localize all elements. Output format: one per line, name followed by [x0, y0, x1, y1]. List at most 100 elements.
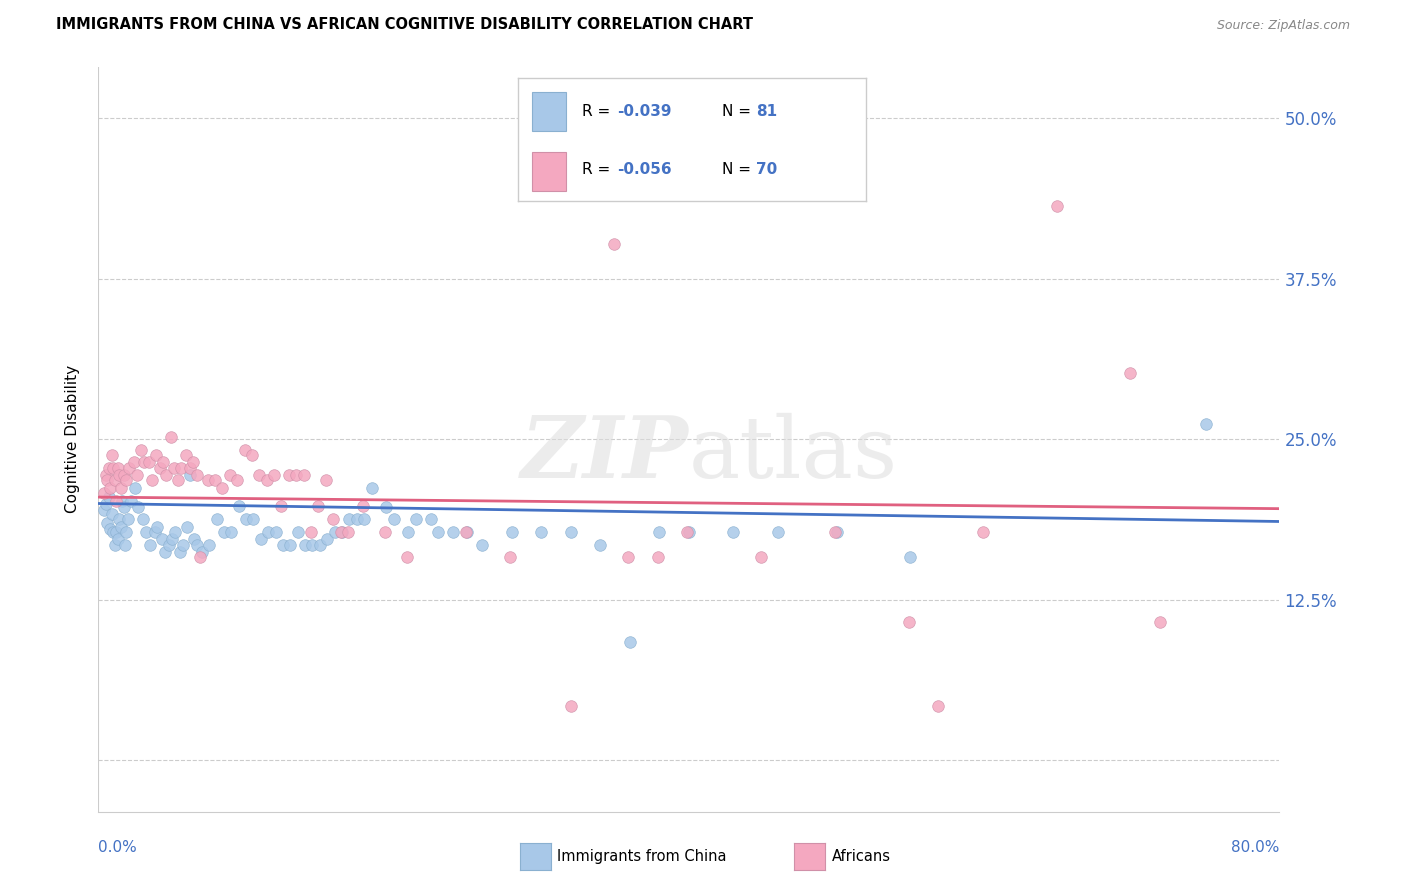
Point: [211, 481, 233, 495]
Point: [132, 512, 155, 526]
Point: [316, 533, 339, 547]
Text: 80.0%: 80.0%: [1232, 840, 1279, 855]
Point: [382, 512, 405, 526]
Point: [114, 538, 136, 552]
Point: [118, 460, 141, 475]
Point: [257, 524, 280, 539]
Point: [159, 430, 181, 444]
Point: [108, 512, 131, 526]
Point: [271, 538, 294, 552]
Point: [457, 524, 479, 539]
Point: [560, 524, 582, 539]
Point: [181, 455, 204, 469]
Point: [117, 512, 139, 526]
Point: [96, 474, 118, 488]
Point: [280, 538, 302, 552]
Point: [301, 538, 323, 552]
Point: [927, 699, 949, 714]
Point: [226, 474, 249, 488]
Point: [212, 524, 235, 539]
Point: [375, 500, 398, 515]
Point: [152, 455, 174, 469]
Point: [98, 522, 121, 536]
Point: [353, 512, 375, 526]
Point: [235, 512, 257, 526]
Point: [110, 519, 132, 533]
Point: [825, 524, 848, 539]
Point: [141, 474, 163, 488]
Point: [294, 538, 316, 552]
Point: [107, 533, 129, 547]
Point: [186, 468, 208, 483]
Text: atlas: atlas: [689, 413, 898, 496]
Point: [647, 550, 669, 565]
Point: [589, 538, 612, 552]
Point: [242, 512, 264, 526]
Point: [93, 486, 115, 500]
Point: [98, 481, 121, 495]
Point: [309, 538, 332, 552]
Point: [112, 468, 135, 483]
Point: [104, 474, 127, 488]
Point: [766, 524, 789, 539]
Point: [277, 468, 299, 483]
Point: [560, 699, 582, 714]
Point: [263, 468, 285, 483]
Point: [138, 455, 160, 469]
Point: [218, 468, 240, 483]
Point: [94, 496, 117, 510]
Point: [228, 499, 250, 513]
Point: [146, 519, 169, 533]
Point: [96, 516, 118, 530]
Point: [287, 524, 309, 539]
Text: Africans: Africans: [832, 849, 891, 863]
Point: [648, 524, 671, 539]
Point: [824, 524, 846, 539]
Point: [1119, 366, 1142, 380]
Point: [329, 524, 352, 539]
Point: [145, 448, 167, 462]
Point: [441, 524, 464, 539]
Point: [105, 524, 128, 539]
Point: [1045, 198, 1067, 212]
Point: [179, 460, 201, 475]
Point: [197, 474, 219, 488]
Point: [419, 512, 441, 526]
Point: [299, 524, 322, 539]
Point: [360, 481, 382, 495]
Point: [169, 545, 191, 559]
Point: [972, 524, 994, 539]
Text: 0.0%: 0.0%: [98, 840, 138, 855]
Point: [256, 474, 278, 488]
Point: [454, 524, 477, 539]
Point: [124, 481, 146, 495]
Point: [346, 512, 368, 526]
Point: [188, 550, 211, 565]
Point: [374, 524, 396, 539]
Point: [97, 460, 120, 475]
Point: [398, 524, 420, 539]
Point: [270, 499, 292, 513]
Point: [153, 545, 176, 559]
Point: [111, 494, 134, 508]
Point: [162, 533, 183, 547]
Point: [198, 538, 221, 552]
Point: [165, 524, 187, 539]
Point: [120, 494, 142, 508]
Point: [122, 455, 145, 469]
Point: [107, 460, 129, 475]
Point: [619, 635, 641, 649]
Point: [240, 448, 263, 462]
Point: [155, 468, 177, 483]
Point: [250, 533, 273, 547]
Point: [97, 490, 120, 504]
Text: Source: ZipAtlas.com: Source: ZipAtlas.com: [1216, 19, 1350, 31]
Point: [103, 460, 125, 475]
Point: [115, 474, 138, 488]
Point: [105, 494, 128, 508]
Point: [723, 524, 745, 539]
Point: [143, 524, 166, 539]
Text: IMMIGRANTS FROM CHINA VS AFRICAN COGNITIVE DISABILITY CORRELATION CHART: IMMIGRANTS FROM CHINA VS AFRICAN COGNITI…: [56, 17, 754, 31]
Point: [352, 499, 374, 513]
Point: [307, 499, 329, 513]
